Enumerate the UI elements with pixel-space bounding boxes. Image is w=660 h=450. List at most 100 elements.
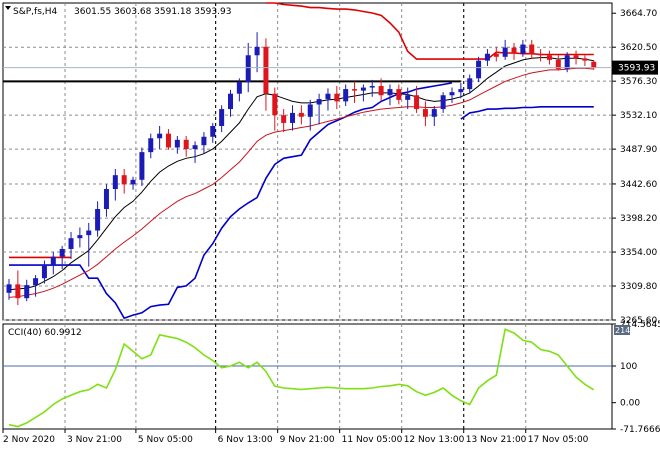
candle-body bbox=[298, 112, 304, 117]
y-tick-label: 3487.90 bbox=[620, 145, 657, 155]
candle-body bbox=[511, 47, 517, 54]
candle-body bbox=[529, 44, 535, 54]
candle-body bbox=[86, 230, 92, 236]
candle-body bbox=[254, 46, 260, 56]
candle-body bbox=[316, 99, 322, 105]
candle-body bbox=[219, 109, 225, 126]
candle-body bbox=[343, 89, 349, 102]
y-tick-label: 3620.50 bbox=[620, 43, 657, 53]
candle-body bbox=[41, 265, 47, 279]
y-tick-label: 3398.20 bbox=[620, 214, 657, 224]
cci-tick-label: 214.5645 bbox=[620, 320, 660, 330]
y-tick-label: 3664.70 bbox=[620, 9, 657, 19]
x-tick-label: 6 Nov 13:00 bbox=[218, 435, 273, 445]
cci-line bbox=[8, 328, 595, 428]
candle-body bbox=[15, 284, 21, 299]
candle-body bbox=[245, 55, 251, 83]
y-tick-label: 3532.10 bbox=[620, 111, 657, 121]
cci-tick-label: 0.00 bbox=[620, 399, 640, 409]
y-tick-label: 3309.80 bbox=[620, 282, 657, 292]
candle-body bbox=[157, 133, 163, 139]
candle-body bbox=[112, 175, 118, 190]
price-pane bbox=[2, 2, 613, 321]
candle-body bbox=[59, 248, 65, 257]
candle-body bbox=[6, 284, 12, 293]
y-tick-label: 3442.60 bbox=[620, 180, 657, 190]
candle-body bbox=[378, 86, 384, 96]
candle-body bbox=[103, 189, 109, 210]
candle-body bbox=[387, 89, 393, 96]
candle-body bbox=[192, 145, 198, 150]
current-price-label: 3593.93 bbox=[618, 64, 655, 74]
candle-body bbox=[431, 109, 437, 117]
candle-body bbox=[582, 58, 588, 61]
candle-body bbox=[422, 109, 428, 117]
x-tick-label: 13 Nov 21:00 bbox=[466, 435, 527, 445]
candle-body bbox=[352, 89, 358, 91]
candle-body bbox=[307, 104, 313, 117]
candle-body bbox=[174, 139, 180, 148]
candle-body bbox=[50, 256, 56, 266]
candle-body bbox=[290, 112, 296, 123]
candle-body bbox=[183, 139, 189, 150]
price-pane-frame bbox=[2, 2, 613, 321]
candle-body bbox=[538, 53, 544, 56]
y-tick-label: 3354.00 bbox=[620, 248, 657, 258]
candle-body bbox=[281, 115, 287, 123]
candle-body bbox=[210, 125, 216, 137]
collapse-arrow-icon bbox=[5, 6, 11, 10]
candle-body bbox=[564, 55, 570, 70]
x-tick-label: 11 Nov 05:00 bbox=[342, 435, 403, 445]
candle-body bbox=[493, 53, 499, 57]
candle-body bbox=[555, 59, 561, 70]
cci-pane bbox=[2, 323, 613, 430]
candle-body bbox=[263, 46, 269, 94]
candle-body bbox=[325, 93, 331, 100]
x-tick-label: 9 Nov 21:00 bbox=[280, 435, 335, 445]
candle-body bbox=[502, 47, 508, 57]
cci-top-label: 214 bbox=[615, 326, 630, 335]
candle-body bbox=[369, 86, 375, 88]
candle-body bbox=[396, 89, 402, 100]
candle-body bbox=[68, 238, 74, 249]
candle-body bbox=[272, 93, 278, 116]
candle-body bbox=[165, 133, 171, 148]
candle-body bbox=[33, 278, 39, 286]
candle-body bbox=[476, 60, 482, 79]
candle-body bbox=[77, 235, 83, 239]
candle-body bbox=[467, 78, 473, 90]
y-tick-label: 3576.30 bbox=[620, 77, 657, 87]
symbol-label: S&P,fs,H4 bbox=[13, 7, 58, 17]
stop-lower-line bbox=[9, 82, 453, 320]
candle-body bbox=[360, 87, 366, 91]
x-tick-label: 2 Nov 2020 bbox=[3, 435, 55, 445]
cci-label: CCI(40) 60.9912 bbox=[8, 328, 82, 338]
candle-body bbox=[139, 152, 145, 180]
cci-tick-label: -71.7666 bbox=[620, 425, 660, 435]
y-tick-label: 3265.60 bbox=[620, 316, 657, 326]
candle-body bbox=[24, 285, 30, 299]
cci-tick-label: 100 bbox=[620, 362, 637, 372]
candle-body bbox=[95, 209, 101, 231]
candle-body bbox=[130, 179, 136, 185]
candle-body bbox=[546, 55, 552, 60]
x-tick-label: 5 Nov 05:00 bbox=[138, 435, 193, 445]
stop-lower-line-2 bbox=[460, 106, 594, 120]
candle-body bbox=[520, 44, 526, 54]
candle-body bbox=[449, 92, 455, 96]
candle-body bbox=[484, 53, 490, 61]
candle-body bbox=[334, 93, 340, 102]
candle-body bbox=[228, 93, 233, 110]
current-price-box bbox=[612, 60, 658, 75]
candle-body bbox=[148, 138, 154, 153]
candle-body bbox=[440, 95, 446, 110]
candle-body bbox=[121, 175, 127, 185]
x-tick-label: 3 Nov 21:00 bbox=[67, 435, 122, 445]
candle-body bbox=[573, 55, 579, 59]
candle-body bbox=[591, 61, 597, 68]
ema-slow-line bbox=[8, 67, 594, 298]
ohlc-label: 3601.55 3603.68 3591.18 3593.93 bbox=[74, 7, 231, 17]
candle-body bbox=[414, 95, 420, 110]
cci-pane-frame bbox=[2, 323, 613, 430]
